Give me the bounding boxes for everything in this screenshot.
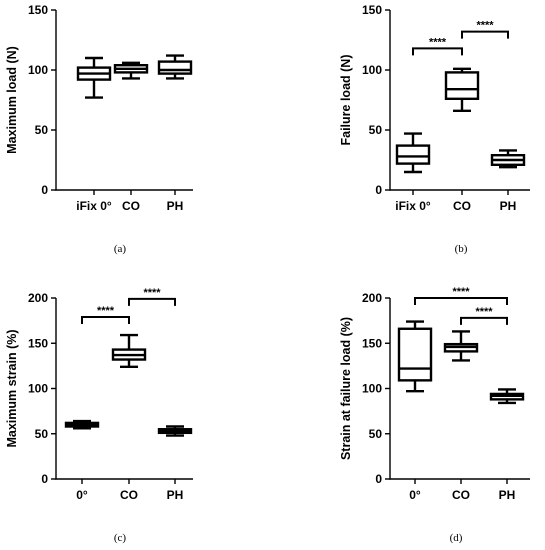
y-tick-label: 150: [28, 336, 48, 350]
y-axis-title: Strain at failure load (%): [339, 317, 353, 460]
y-tick-label: 0: [375, 183, 382, 197]
box-plot: [113, 61, 149, 80]
box-plot: [157, 54, 193, 80]
significance-bracket: ****: [461, 20, 509, 39]
x-tick-label: PH: [500, 199, 517, 213]
iqr-box: [444, 71, 480, 101]
x-tick-label: PH: [167, 199, 184, 213]
y-tick-label: 0: [41, 472, 48, 486]
significance-label: ****: [143, 287, 161, 299]
panel-caption: (c): [114, 532, 127, 544]
box-plot: [444, 67, 480, 113]
box-plot: [395, 132, 431, 174]
x-tick-label: CO: [453, 199, 471, 213]
box-plot: [443, 330, 479, 362]
y-axis-title: Failure load (N): [339, 55, 353, 146]
panel-caption: (a): [114, 243, 127, 255]
bracket-line: [412, 47, 463, 56]
panel-a: 0 50 100 150 iFix 0° CO PH Maximum load (N) (a): [5, 3, 193, 255]
y-tick-label: 100: [28, 382, 48, 396]
y-tick-label: 100: [362, 63, 382, 77]
y-tick-label: 200: [28, 291, 48, 305]
significance-bracket: ****: [460, 306, 508, 325]
bracket-line: [461, 30, 509, 39]
significance-bracket: ****: [128, 287, 176, 306]
box-plot: [157, 425, 193, 437]
y-tick-label: 50: [369, 427, 383, 441]
y-tick-label: 50: [35, 123, 49, 137]
iqr-box: [397, 327, 433, 382]
x-tick-label: CO: [122, 199, 140, 213]
x-tick-label: 0°: [409, 488, 421, 502]
y-tick-label: 150: [28, 3, 48, 17]
box-plot: [64, 419, 100, 430]
y-tick-label: 50: [369, 123, 383, 137]
x-tick-label: CO: [120, 488, 138, 502]
iqr-box: [395, 144, 431, 165]
box-plot: [111, 333, 147, 368]
y-tick-label: 150: [362, 336, 382, 350]
significance-label: ****: [452, 286, 470, 298]
x-tick-label: CO: [452, 488, 470, 502]
significance-bracket: ****: [412, 36, 463, 56]
significance-label: ****: [476, 20, 494, 32]
panel-c: 0 50 100 150 200 0° CO PH Maximum strain (%) ****…: [5, 287, 193, 544]
y-tick-label: 100: [28, 63, 48, 77]
panel-caption: (b): [455, 243, 468, 255]
box-plot: [397, 320, 433, 393]
x-tick-label: iFix 0°: [76, 199, 112, 213]
iqr-box: [157, 60, 193, 75]
y-tick-label: 0: [375, 472, 382, 486]
y-axis-title: Maximum strain (%): [5, 329, 19, 447]
significance-label: ****: [429, 36, 447, 48]
y-tick-label: 150: [362, 3, 382, 17]
bracket-line: [460, 316, 508, 325]
box-plot: [489, 388, 525, 405]
panel-caption: (d): [450, 532, 463, 544]
x-tick-label: iFix 0°: [395, 199, 431, 213]
bracket-line: [81, 316, 130, 325]
significance-bracket: ****: [414, 286, 508, 305]
y-tick-label: 100: [362, 382, 382, 396]
x-tick-label: PH: [499, 488, 516, 502]
significance-label: ****: [97, 305, 115, 317]
y-tick-label: 200: [362, 291, 382, 305]
significance-bracket: ****: [81, 305, 130, 325]
y-axis-title: Maximum load (N): [5, 46, 19, 154]
y-tick-label: 0: [41, 183, 48, 197]
bracket-line: [414, 297, 508, 305]
x-tick-label: PH: [167, 488, 184, 502]
box-plot: [76, 56, 112, 99]
x-tick-label: 0°: [76, 488, 88, 502]
box-plot: [490, 149, 526, 169]
panel-b: 0 50 100 150 iFix 0° CO PH Failure load (N) ****…: [339, 3, 530, 255]
y-tick-label: 50: [35, 427, 49, 441]
significance-label: ****: [475, 306, 493, 318]
panel-d: 0 50 100 150 200 0° CO PH Strain at failure load…: [339, 286, 530, 544]
bracket-line: [128, 297, 176, 306]
